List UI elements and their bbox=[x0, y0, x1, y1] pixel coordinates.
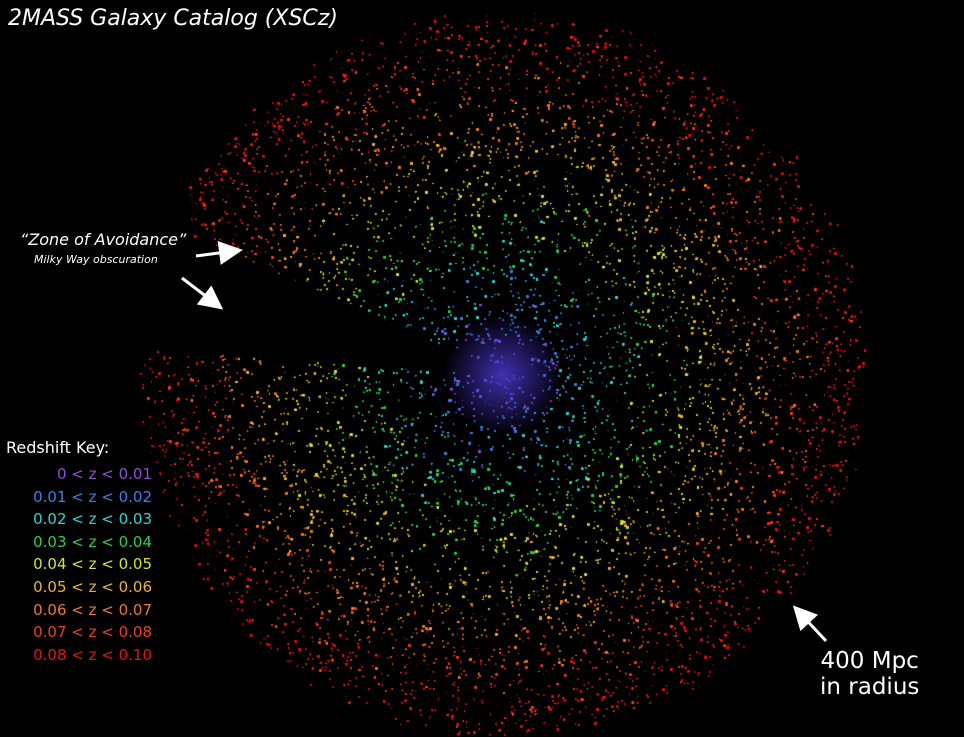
radius-note: 400 Mpc in radius bbox=[820, 648, 919, 700]
redshift-legend-title: Redshift Key: bbox=[6, 438, 110, 457]
legend-entry: 0.06 < z < 0.07 bbox=[33, 600, 152, 619]
zoa-arrow-down bbox=[181, 276, 224, 310]
legend-entry: 0.07 < z < 0.08 bbox=[33, 623, 152, 642]
zone-of-avoidance-label: “Zone of Avoidance” bbox=[20, 230, 187, 249]
legend-entry: 0.01 < z < 0.02 bbox=[33, 487, 152, 506]
radius-note-line1: 400 Mpc bbox=[820, 648, 919, 674]
zone-of-avoidance-sublabel: Milky Way obscuration bbox=[34, 253, 158, 266]
legend-entry: 0.05 < z < 0.06 bbox=[33, 577, 152, 596]
zoa-arrow-right bbox=[195, 241, 243, 265]
redshift-legend: Redshift Key: 0 < z < 0.01 0.01 < z < 0.… bbox=[6, 438, 152, 666]
legend-entry: 0.04 < z < 0.05 bbox=[33, 555, 152, 574]
radius-arrow bbox=[792, 605, 828, 643]
legend-entry: 0.03 < z < 0.04 bbox=[33, 532, 152, 551]
legend-entry: 0 < z < 0.01 bbox=[56, 465, 152, 483]
legend-entry: 0.02 < z < 0.03 bbox=[33, 510, 152, 529]
radius-note-line2: in radius bbox=[820, 674, 920, 700]
legend-entry: 0.08 < z < 0.10 bbox=[33, 645, 152, 664]
page-title: 2MASS Galaxy Catalog (XSCz) bbox=[8, 6, 338, 31]
